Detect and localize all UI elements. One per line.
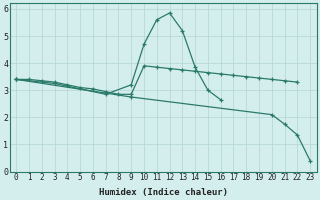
X-axis label: Humidex (Indice chaleur): Humidex (Indice chaleur) (99, 188, 228, 197)
